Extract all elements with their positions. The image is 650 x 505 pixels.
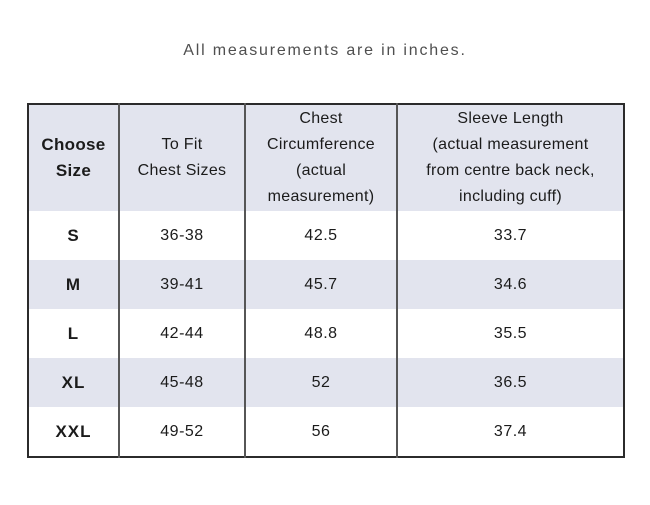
size-cell: XL	[28, 358, 119, 407]
column-header-to-fit-chest-sizes: To Fit Chest Sizes	[118, 104, 245, 211]
table-row-xxl: XXL 49-52 56 37.4	[28, 407, 624, 457]
table-row-s: S 36-38 42.5 33.7	[28, 211, 624, 260]
table-cell: 33.7	[396, 211, 624, 260]
header-row: Choose Size To Fit Chest Sizes Chest Cir…	[28, 104, 624, 211]
table-row-xl: XL 45-48 52 36.5	[28, 358, 624, 407]
table-cell: 42-44	[118, 309, 245, 358]
table-cell: 52	[244, 358, 397, 407]
table-cell: 45-48	[118, 358, 245, 407]
table-cell: 42.5	[244, 211, 397, 260]
size-cell: S	[67, 225, 80, 245]
table-cell: 45.7	[244, 260, 397, 309]
table-row-l: L 42-44 48.8 35.5	[28, 309, 624, 358]
column-header-chest-circumference: Chest Circumference (actual measurement)	[244, 104, 397, 211]
table-cell: 39-41	[118, 260, 245, 309]
table-cell: 35.5	[396, 309, 624, 358]
size-chart-table: Choose Size To Fit Chest Sizes Chest Cir…	[27, 103, 625, 458]
size-cell: XXL	[55, 421, 92, 441]
size-cell: L	[67, 323, 80, 343]
measurements-note: All measurements are in inches.	[183, 42, 467, 59]
size-cell: M	[28, 260, 119, 309]
table-cell: 48.8	[244, 309, 397, 358]
column-header-choose-size: Choose Size	[28, 104, 119, 211]
table-row-m: M 39-41 45.7 34.6	[28, 260, 624, 309]
table-cell: 49-52	[118, 407, 245, 457]
table-cell: 56	[244, 407, 397, 457]
column-header-sleeve-length: Sleeve Length (actual measurement from c…	[396, 104, 624, 211]
table-cell: 34.6	[396, 260, 624, 309]
table-cell: 37.4	[396, 407, 624, 457]
table-cell: 36-38	[118, 211, 245, 260]
table-cell: 36.5	[396, 358, 624, 407]
